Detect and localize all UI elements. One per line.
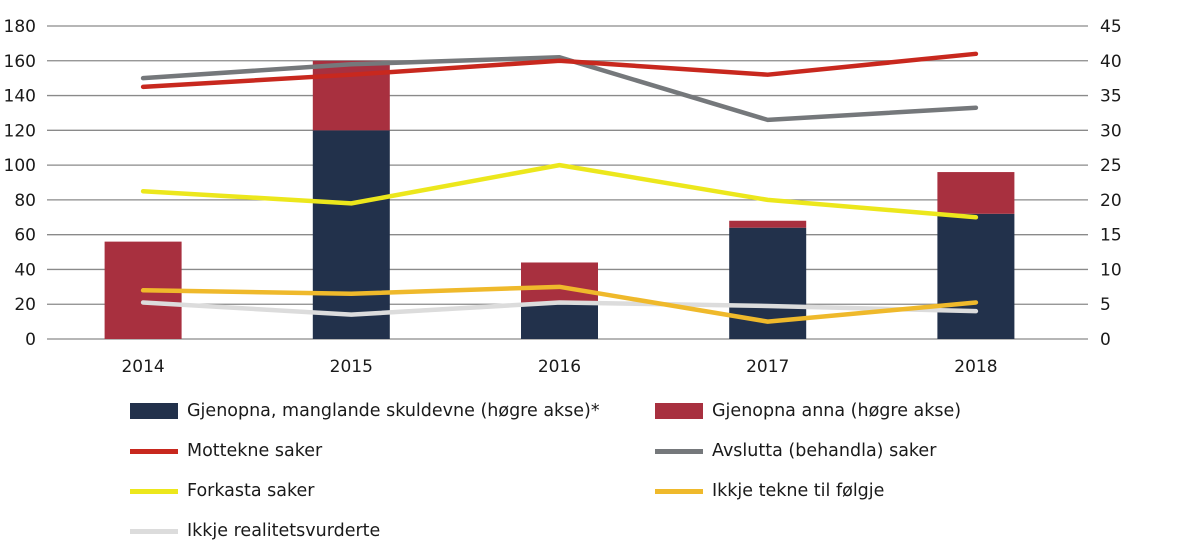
legend-swatch <box>130 448 178 454</box>
legend-item: Mottekne saker <box>130 436 322 466</box>
x-tick-label: 2017 <box>746 357 789 377</box>
right-tick-label: 20 <box>1100 191 1122 211</box>
left-tick-label: 100 <box>4 156 36 176</box>
series-line <box>140 300 979 317</box>
legend-label: Avslutta (behandla) saker <box>712 441 937 461</box>
right-tick-label: 0 <box>1100 330 1111 350</box>
right-tick-label: 10 <box>1100 260 1122 280</box>
legend-swatch <box>130 403 178 419</box>
legend-item: Avslutta (behandla) saker <box>655 436 936 466</box>
legend-item: Ikkje realitetsvurderte <box>130 516 380 546</box>
left-tick-label: 40 <box>14 260 36 280</box>
legend-label: Gjenopna anna (høgre akse) <box>712 401 962 421</box>
legend-label: Ikkje tekne til følgje <box>712 481 885 501</box>
x-tick-label: 2016 <box>538 357 581 377</box>
left-tick-label: 180 <box>4 17 36 37</box>
right-tick-label: 40 <box>1100 52 1122 72</box>
legend-label: Gjenopna, manglande skuldevne (høgre aks… <box>187 401 600 421</box>
bar-segment <box>312 130 390 339</box>
series-line <box>140 51 979 90</box>
series-line <box>140 162 979 220</box>
right-tick-label: 5 <box>1100 295 1111 315</box>
left-tick-label: 80 <box>14 191 36 211</box>
chart: 0 20 40 60 80 100 120 140 160 180 0 5 10 15 20 25 30 35 40… <box>4 17 1122 377</box>
legend-swatch <box>655 488 703 494</box>
bar-segment <box>521 304 598 339</box>
left-tick-label: 160 <box>4 52 36 72</box>
x-tick-label: 2015 <box>330 357 373 377</box>
x-tick-label: 2014 <box>121 357 164 377</box>
left-tick-label: 20 <box>14 295 36 315</box>
bar-segment <box>521 262 598 305</box>
legend-swatch <box>130 488 178 494</box>
legend-item: Gjenopna anna (høgre akse) <box>655 396 961 426</box>
legend-swatch <box>655 403 703 419</box>
left-tick-label: 140 <box>4 87 36 107</box>
bar-segment <box>937 172 1015 214</box>
bar-segment <box>937 213 1015 339</box>
legend-label: Ikkje realitetsvurderte <box>187 521 381 541</box>
legend-item: Ikkje tekne til følgje <box>655 476 884 506</box>
legend-swatch <box>655 448 703 454</box>
right-tick-label: 25 <box>1100 156 1122 176</box>
right-tick-label: 15 <box>1100 226 1122 246</box>
left-tick-label: 120 <box>4 121 36 141</box>
right-tick-label: 45 <box>1100 17 1122 37</box>
legend-item: Forkasta saker <box>130 476 314 506</box>
series-line <box>140 55 979 123</box>
left-tick-label: 60 <box>14 226 36 246</box>
legend-item: Gjenopna, manglande skuldevne (høgre aks… <box>130 396 600 426</box>
right-tick-label: 30 <box>1100 121 1122 141</box>
bar-segment <box>729 220 807 228</box>
right-tick-label: 35 <box>1100 87 1122 107</box>
legend-label: Mottekne saker <box>187 441 323 461</box>
left-tick-label: 0 <box>25 330 36 350</box>
legend-swatch <box>130 528 178 534</box>
series-line <box>140 284 979 324</box>
x-tick-label: 2018 <box>954 357 997 377</box>
legend-label: Forkasta saker <box>187 481 315 501</box>
